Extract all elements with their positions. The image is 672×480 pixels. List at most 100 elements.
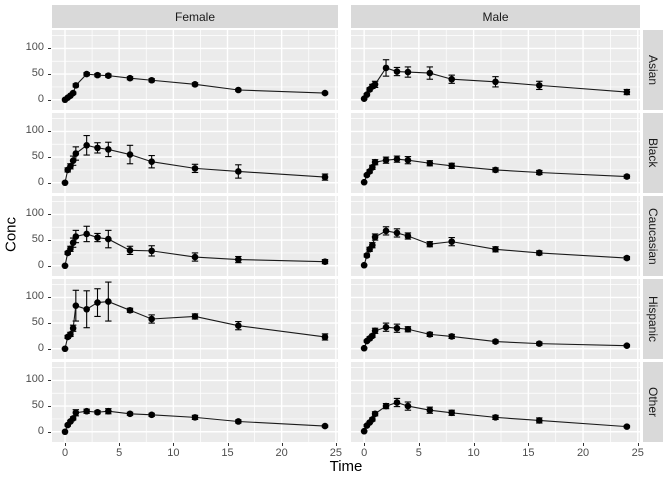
data-point xyxy=(448,333,456,340)
panel-background xyxy=(52,30,338,110)
data-point xyxy=(321,333,329,341)
data-point xyxy=(72,302,80,309)
x-tick-mark xyxy=(119,443,121,446)
data-point xyxy=(404,232,412,240)
data-point xyxy=(360,427,368,435)
data-point xyxy=(448,238,456,245)
data-point xyxy=(83,305,90,313)
data-point xyxy=(426,331,434,338)
data-point xyxy=(623,173,631,180)
data-point xyxy=(126,74,134,82)
x-tick-label: 5 xyxy=(415,447,422,459)
x-tick-mark xyxy=(227,443,229,446)
panel-female-other xyxy=(52,362,338,442)
y-tick-label: 100 xyxy=(25,207,44,220)
panel-male-other xyxy=(351,362,640,442)
panel-male-caucasian xyxy=(351,196,640,276)
data-point xyxy=(126,151,134,158)
x-tick-mark xyxy=(528,443,530,446)
data-point xyxy=(535,82,543,89)
data-point xyxy=(72,82,80,89)
data-point xyxy=(69,239,77,246)
y-tick-mark xyxy=(48,131,51,133)
data-point xyxy=(67,163,74,170)
data-point xyxy=(94,299,101,306)
data-point xyxy=(393,68,401,75)
x-tick-label: 20 xyxy=(576,447,590,459)
data-point xyxy=(61,179,69,187)
y-tick-label: 0 xyxy=(37,92,44,105)
data-point xyxy=(426,240,434,248)
data-point xyxy=(492,78,499,86)
data-point xyxy=(105,235,112,243)
data-point xyxy=(369,164,376,171)
panel-female-hispanic xyxy=(52,279,338,359)
data-points xyxy=(360,155,631,186)
y-tick-mark xyxy=(48,240,51,242)
data-point xyxy=(492,338,499,345)
y-tick-mark xyxy=(48,182,51,184)
x-tick-label: 15 xyxy=(221,447,234,459)
y-tick-mark xyxy=(48,348,51,350)
data-point xyxy=(94,234,101,241)
data-point xyxy=(382,64,390,72)
x-tick-label: 25 xyxy=(631,447,644,459)
data-point xyxy=(235,256,242,263)
data-point xyxy=(492,414,499,421)
x-tick-mark xyxy=(65,443,66,446)
data-points xyxy=(360,399,631,435)
x-tick-mark xyxy=(281,443,283,446)
data-points xyxy=(61,230,329,270)
y-tick-label: 0 xyxy=(37,341,44,354)
x-tick-label: 10 xyxy=(467,447,480,459)
data-points xyxy=(61,407,329,436)
data-point xyxy=(235,418,242,425)
facet-strip-label: Asian xyxy=(646,54,660,86)
data-point xyxy=(371,327,379,335)
data-point xyxy=(191,81,199,88)
data-point xyxy=(321,173,329,181)
data-point xyxy=(371,233,379,241)
data-point xyxy=(426,406,434,414)
data-point xyxy=(235,168,242,175)
data-point xyxy=(94,144,101,152)
y-tick-label: 50 xyxy=(31,316,44,329)
data-point xyxy=(369,332,376,340)
y-tick-label: 0 xyxy=(37,258,44,271)
data-point xyxy=(393,399,401,406)
data-point xyxy=(67,245,74,253)
panel-background xyxy=(351,279,640,359)
panel-male-black xyxy=(351,113,640,193)
y-tick-mark xyxy=(48,48,51,50)
data-point xyxy=(191,414,199,421)
facet-strip-label: Male xyxy=(482,9,509,24)
panel-female-black xyxy=(52,113,338,193)
y-tick-label: 100 xyxy=(25,124,44,137)
data-point xyxy=(492,166,499,174)
data-point xyxy=(360,344,368,352)
data-point xyxy=(623,88,631,96)
data-points xyxy=(61,142,329,187)
x-axis-title: Time xyxy=(329,458,363,475)
data-points xyxy=(360,64,631,103)
data-point xyxy=(72,233,80,240)
data-point xyxy=(126,247,134,254)
data-point xyxy=(448,409,456,417)
y-tick-label: 0 xyxy=(37,175,44,188)
data-point xyxy=(105,146,112,153)
panel-female-caucasian xyxy=(52,196,338,276)
gridlines xyxy=(52,196,338,276)
facet-strip-black: Black xyxy=(643,113,663,193)
x-tick-mark xyxy=(473,443,475,446)
x-tick-label: 0 xyxy=(361,447,368,459)
x-tick-mark xyxy=(418,443,420,446)
data-point xyxy=(72,409,80,417)
data-point xyxy=(404,402,412,410)
x-tick-label: 5 xyxy=(116,447,123,459)
facet-strip-caucasian: Caucasian xyxy=(643,196,663,276)
gridlines xyxy=(52,362,338,442)
data-point xyxy=(235,86,242,94)
data-point xyxy=(371,410,379,418)
data-point xyxy=(61,428,69,436)
y-tick-label: 100 xyxy=(25,373,44,386)
